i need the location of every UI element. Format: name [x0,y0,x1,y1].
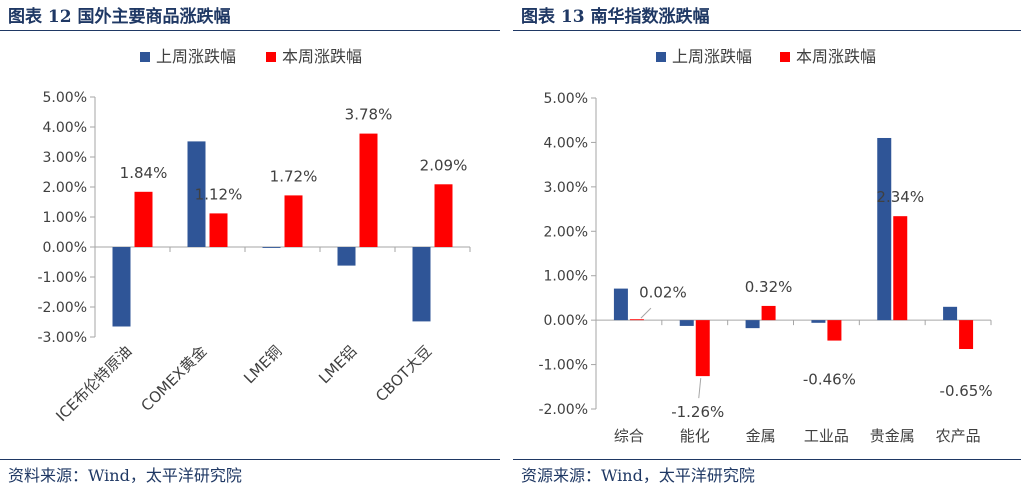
x-category-label: 工业品 [804,427,849,445]
source-rule [513,459,1021,460]
bar-chart-foreign-commodities: 上周涨跌幅 本周涨跌幅 5.00% 4.00% 3.00% 2.00% 1.00% 0.00%… [37,47,471,425]
bar-series-1 [284,195,303,247]
source-note: 资源来源：Wind，太平洋研究院 [521,466,755,485]
x-category-label: 贵金属 [870,427,915,445]
source-rule [0,459,500,460]
data-label: 1.84% [120,164,168,182]
bar-series-0 [262,247,281,248]
legend-swatch [140,52,150,62]
title-rule [0,30,500,31]
chart-title: 图表 13 南华指数涨跌幅 [521,7,710,27]
y-tick-label: 2.00% [43,180,87,196]
y-tick-label: 2.00% [544,224,588,240]
y-tick-label: -2.00% [37,300,87,316]
chart-panel-right: 图表 13 南华指数涨跌幅 上周涨跌幅 本周涨跌幅 5.00% 4.00% 3.00% 2… [513,0,1021,492]
bar-series-0 [412,247,431,322]
data-label: -0.46% [803,371,856,389]
bar-series-1 [134,191,153,247]
y-tick-label: 4.00% [43,120,87,136]
chart-title: 图表 12 国外主要商品涨跌幅 [8,7,231,27]
bar-series-1 [827,320,842,341]
data-label: -0.65% [940,382,993,400]
x-category-label: COMEX黄金 [138,342,211,415]
leader-line [640,307,652,319]
data-label: 2.34% [876,188,924,206]
bar-series-0 [337,247,356,266]
legend-swatch [266,52,276,62]
legend-swatch [656,52,666,62]
leader-line [698,378,702,399]
legend-label: 上周涨跌幅 [156,47,236,66]
y-tick-label: 0.00% [43,240,87,256]
legend-label: 本周涨跌幅 [796,47,876,66]
chart-panel-left: 图表 12 国外主要商品涨跌幅 上周涨跌幅 本周涨跌幅 5.00% 4.00% 3.00… [0,0,500,492]
data-label: 0.02% [639,283,687,301]
bar-series-1 [434,184,453,247]
legend-label: 上周涨跌幅 [672,47,752,66]
bar-series-1 [629,319,644,321]
x-category-label: 综合 [614,427,644,445]
y-tick-label: 1.00% [43,210,87,226]
y-tick-label: -1.00% [538,358,588,374]
x-category-label: CBOT大豆 [372,342,435,405]
data-label: -1.26% [671,403,724,421]
x-category-label: ICE布伦特原油 [52,342,135,425]
x-category-label: 金属 [746,427,776,445]
y-tick-label: -1.00% [37,270,87,286]
bar-series-1 [209,213,228,247]
data-label: 1.72% [270,167,318,185]
bar-series-1 [695,320,710,377]
bar-series-1 [893,216,908,321]
y-tick-label: -2.00% [538,402,588,418]
x-category-label: 农产品 [936,427,981,445]
bar-series-1 [761,305,776,321]
x-category-label: LME铜 [240,342,285,387]
bar-series-0 [745,320,760,329]
legend-swatch [780,52,790,62]
legend-label: 本周涨跌幅 [282,47,362,66]
bar-series-1 [359,133,378,247]
y-tick-label: 4.00% [544,135,588,151]
data-label: 0.32% [745,278,793,296]
bar-series-0 [877,137,892,321]
bar-chart-nanhua-index: 上周涨跌幅 本周涨跌幅 5.00% 4.00% 3.00% 2.00% 1.00% 0.00%… [538,47,993,445]
y-tick-label: 5.00% [43,90,87,106]
data-label: 2.09% [420,156,468,174]
bar-series-0 [943,306,958,321]
bar-series-0 [187,141,206,247]
y-tick-label: 1.00% [544,269,588,285]
title-rule [513,30,1021,31]
y-tick-label: 0.00% [544,313,588,329]
bar-series-0 [112,247,131,327]
data-label: 3.78% [345,106,393,124]
source-note: 资料来源：Wind，太平洋研究院 [8,466,242,485]
data-label: 1.12% [195,185,243,203]
bar-series-1 [959,320,974,350]
y-tick-label: 5.00% [544,91,588,107]
bar-series-0 [811,320,826,323]
bar-series-0 [613,288,628,321]
x-category-label: 能化 [680,427,710,445]
x-category-label: LME铝 [315,342,360,387]
y-tick-label: 3.00% [43,150,87,166]
bar-series-0 [679,320,694,326]
y-tick-label: -3.00% [37,330,87,346]
y-tick-label: 3.00% [544,180,588,196]
